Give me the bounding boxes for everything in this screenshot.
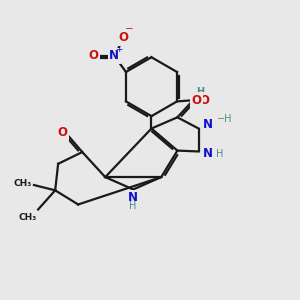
Text: N: N bbox=[109, 49, 119, 62]
Text: +: + bbox=[115, 45, 122, 54]
Text: O: O bbox=[118, 31, 128, 44]
Text: H: H bbox=[196, 87, 205, 97]
Text: CH₃: CH₃ bbox=[18, 213, 37, 222]
Text: CH₃: CH₃ bbox=[14, 179, 32, 188]
Text: N: N bbox=[203, 118, 213, 130]
Text: −H: −H bbox=[217, 114, 232, 124]
Text: O: O bbox=[57, 126, 67, 139]
Text: H: H bbox=[129, 201, 136, 211]
Text: N: N bbox=[203, 147, 213, 160]
Text: O: O bbox=[192, 94, 202, 107]
Text: N: N bbox=[128, 191, 138, 204]
Text: −: − bbox=[125, 24, 134, 34]
Text: H: H bbox=[216, 149, 223, 159]
Text: O: O bbox=[88, 49, 99, 62]
Text: O: O bbox=[200, 94, 209, 107]
